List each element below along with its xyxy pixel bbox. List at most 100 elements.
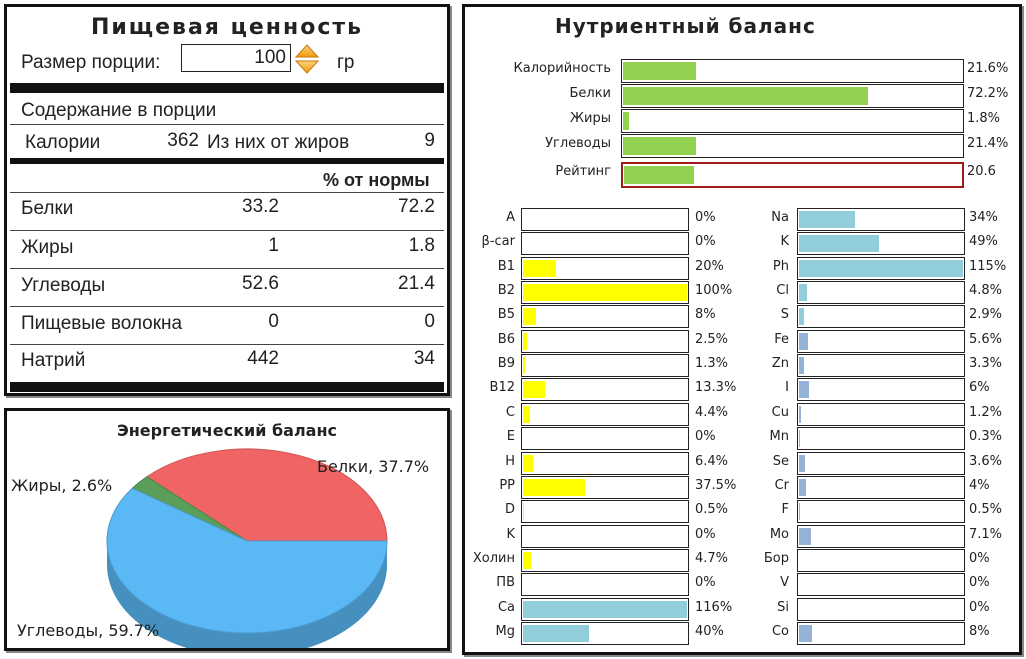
bar-value: 37.5%: [695, 477, 737, 493]
bar-label: K: [780, 234, 789, 250]
bar-fill: [799, 405, 801, 423]
bar-track: [797, 451, 965, 475]
bar-track: [521, 378, 689, 402]
bar-value: 4.7%: [695, 550, 729, 566]
bar-label: B1: [497, 258, 515, 274]
bar-fill: [799, 381, 809, 399]
bar-label: E: [506, 429, 515, 445]
stepper-up-icon[interactable]: [294, 44, 320, 58]
bar-track: [797, 597, 965, 621]
medium-divider: [10, 158, 444, 164]
bar-track: [797, 256, 965, 280]
bar-fill: [799, 527, 811, 545]
bar-value: 0%: [969, 550, 990, 566]
bar-value: 0.5%: [695, 502, 729, 518]
bar-track: [797, 548, 965, 572]
bar-value: 3.6%: [969, 453, 1003, 469]
nutrient-balance-title: Нутриентный баланс: [555, 14, 816, 38]
bar-fill: [799, 478, 806, 496]
nutrient-label: Белки: [21, 198, 74, 219]
bar-fill: [624, 166, 694, 184]
nutrient-amount: 52.6: [242, 273, 279, 294]
bar-fill: [523, 332, 528, 350]
from-fat-value: 9: [424, 130, 435, 151]
bar-fill: [799, 259, 963, 277]
bar-value: 0%: [969, 575, 990, 591]
nutrient-daily-value: 1.8: [408, 235, 435, 256]
bar-track: [797, 378, 965, 402]
thick-divider: [10, 83, 444, 93]
bar-value: 40%: [695, 623, 724, 639]
bar-track: [797, 354, 965, 378]
bar-fill: [799, 454, 805, 472]
bar-fill: [523, 551, 531, 569]
bar-track: [521, 329, 689, 353]
nutrient-amount: 442: [247, 348, 279, 369]
bar-label: Zn: [771, 356, 789, 372]
bar-track: [521, 621, 689, 645]
bar-label: Углеводы: [545, 136, 611, 151]
bar-label: D: [504, 502, 515, 518]
bar-value: 100%: [695, 283, 733, 299]
pie-side-wall: [107, 541, 387, 648]
bar-value: 1.3%: [695, 356, 729, 372]
serving-size-input[interactable]: 100: [181, 44, 291, 72]
bar-value: 21.6%: [967, 61, 1009, 76]
bar-fill: [799, 235, 880, 253]
bar-fill: [523, 454, 534, 472]
bar-fill: [799, 357, 805, 375]
stepper-down-icon[interactable]: [294, 60, 320, 74]
bar-track: [797, 573, 965, 597]
divider: [10, 192, 444, 193]
pie-label-carbs: Углеводы, 59.7%: [17, 621, 160, 640]
bar-track: [797, 475, 965, 499]
bar-value: 0%: [695, 210, 716, 225]
divider: [10, 306, 444, 307]
bar-label: B6: [497, 331, 515, 347]
bar-fill: [523, 503, 524, 521]
bar-fill: [799, 308, 804, 326]
bar-label: S: [780, 307, 789, 323]
bar-label: A: [506, 210, 515, 225]
bar-value: 0%: [969, 599, 990, 615]
bar-value: 6%: [969, 380, 990, 396]
divider: [10, 230, 444, 231]
bar-label: Холин: [472, 550, 515, 566]
bar-fill: [799, 332, 809, 350]
bar-value: 7.1%: [969, 526, 1003, 542]
pie-label-protein: Белки, 37.7%: [317, 457, 430, 476]
bar-value: 72.2%: [967, 86, 1009, 101]
bar-label: PP: [499, 477, 515, 493]
bar-track: [521, 402, 689, 426]
bar-track: [621, 84, 964, 108]
bar-value: 6.4%: [695, 453, 729, 469]
daily-value-header: % от нормы: [323, 170, 430, 190]
bar-track: [621, 109, 964, 133]
bar-fill: [623, 137, 696, 155]
bar-value: 116%: [695, 599, 733, 615]
bar-value: 34%: [969, 210, 998, 225]
bar-value: 0.5%: [969, 502, 1003, 518]
bar-label: B12: [489, 380, 515, 396]
bar-track: [521, 500, 689, 524]
bar-track: [521, 451, 689, 475]
bar-value: 4.8%: [969, 283, 1003, 299]
bar-fill: [623, 87, 868, 105]
bar-track: [521, 548, 689, 572]
pie-label-fat: Жиры, 2.6%: [11, 476, 113, 495]
nutrient-label: Пищевые волокна: [21, 313, 183, 334]
bar-label: Жиры: [570, 111, 611, 126]
calories-value: 362: [167, 130, 199, 151]
bar-label: B5: [497, 307, 515, 323]
divider: [10, 344, 444, 345]
nutrient-daily-value: 0: [424, 311, 435, 332]
bar-value: 1.8%: [967, 111, 1001, 126]
bar-track: [621, 59, 964, 83]
bar-value: 8%: [969, 623, 990, 639]
bar-label: B2: [497, 283, 515, 299]
bar-label: V: [780, 575, 789, 591]
bar-fill: [523, 357, 526, 375]
nutrient-daily-value: 21.4: [398, 273, 435, 294]
bar-track: [797, 281, 965, 305]
serving-size-stepper[interactable]: [294, 43, 320, 75]
